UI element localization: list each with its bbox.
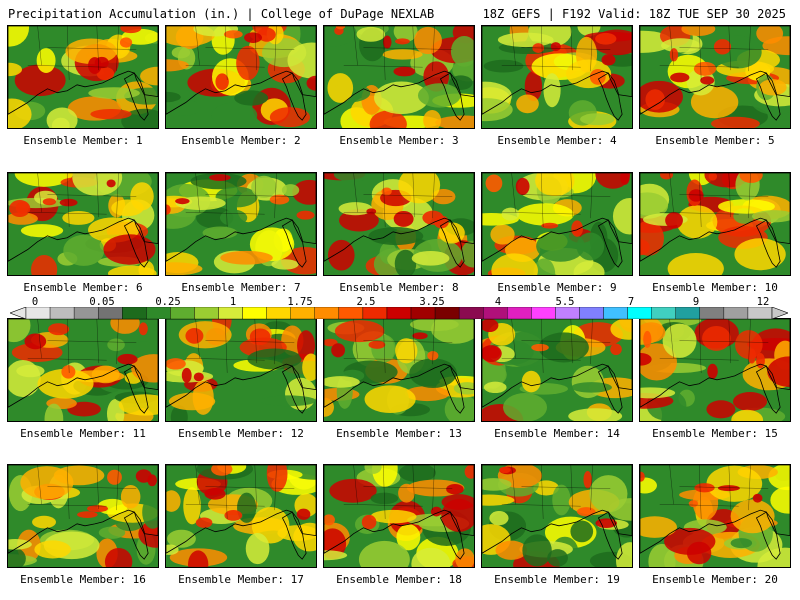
colorbar-tick-label: 3.25: [419, 296, 445, 308]
ensemble-map-10: [639, 172, 791, 276]
ensemble-label: Ensemble Member: 8: [339, 281, 459, 294]
ensemble-map-14: [481, 318, 633, 422]
ensemble-map-4: [481, 25, 633, 129]
ensemble-map-8: [323, 172, 475, 276]
ensemble-map-15: [639, 318, 791, 422]
ensemble-label: Ensemble Member: 11: [20, 427, 146, 440]
ensemble-map-18: [323, 464, 475, 568]
ensemble-label: Ensemble Member: 9: [497, 281, 617, 294]
colorbar-tick-label: 2.5: [356, 296, 376, 308]
ensemble-map-17: [165, 464, 317, 568]
ensemble-label: Ensemble Member: 2: [181, 134, 301, 147]
ensemble-map-19: [481, 464, 633, 568]
ensemble-map-13: [323, 318, 475, 422]
ensemble-label: Ensemble Member: 7: [181, 281, 301, 294]
colorbar-tick-label: 12: [756, 296, 770, 308]
ensemble-map-1: [7, 25, 159, 129]
ensemble-map-7: [165, 172, 317, 276]
ensemble-map-16: [7, 464, 159, 568]
colorbar-tick-label: 1.75: [287, 296, 313, 308]
colorbar-tick-label: 7: [627, 296, 635, 308]
colorbar-tick-label: 9: [692, 296, 700, 308]
ensemble-map-20: [639, 464, 791, 568]
ensemble-label: Ensemble Member: 20: [652, 573, 778, 586]
page-title: Precipitation Accumulation (in.) | Colle…: [8, 7, 435, 21]
colorbar-tick-label: 0.05: [89, 296, 115, 308]
ensemble-label: Ensemble Member: 12: [178, 427, 304, 440]
ensemble-label: Ensemble Member: 18: [336, 573, 462, 586]
ensemble-label: Ensemble Member: 10: [652, 281, 778, 294]
ensemble-label: Ensemble Member: 16: [20, 573, 146, 586]
run-info: 18Z GEFS | F192 Valid: 18Z TUE SEP 30 20…: [482, 7, 786, 21]
colorbar-tick-label: 1: [229, 296, 237, 308]
ensemble-map-3: [323, 25, 475, 129]
ensemble-label: Ensemble Member: 17: [178, 573, 304, 586]
ensemble-label: Ensemble Member: 19: [494, 573, 620, 586]
colorbar-tick-label: 0.25: [155, 296, 181, 308]
ensemble-map-2: [165, 25, 317, 129]
colorbar: [10, 307, 788, 319]
ensemble-map-5: [639, 25, 791, 129]
ensemble-label: Ensemble Member: 4: [497, 134, 617, 147]
ensemble-label: Ensemble Member: 6: [23, 281, 143, 294]
colorbar-tick-label: 5.5: [555, 296, 575, 308]
ensemble-label: Ensemble Member: 3: [339, 134, 459, 147]
ensemble-label: Ensemble Member: 15: [652, 427, 778, 440]
ensemble-label: Ensemble Member: 1: [23, 134, 143, 147]
colorbar-tick-label: 0: [31, 296, 39, 308]
ensemble-map-9: [481, 172, 633, 276]
ensemble-label: Ensemble Member: 13: [336, 427, 462, 440]
ensemble-label: Ensemble Member: 14: [494, 427, 620, 440]
ensemble-map-12: [165, 318, 317, 422]
ensemble-map-11: [7, 318, 159, 422]
colorbar-tick-label: 4: [494, 296, 502, 308]
ensemble-label: Ensemble Member: 5: [655, 134, 775, 147]
ensemble-map-6: [7, 172, 159, 276]
